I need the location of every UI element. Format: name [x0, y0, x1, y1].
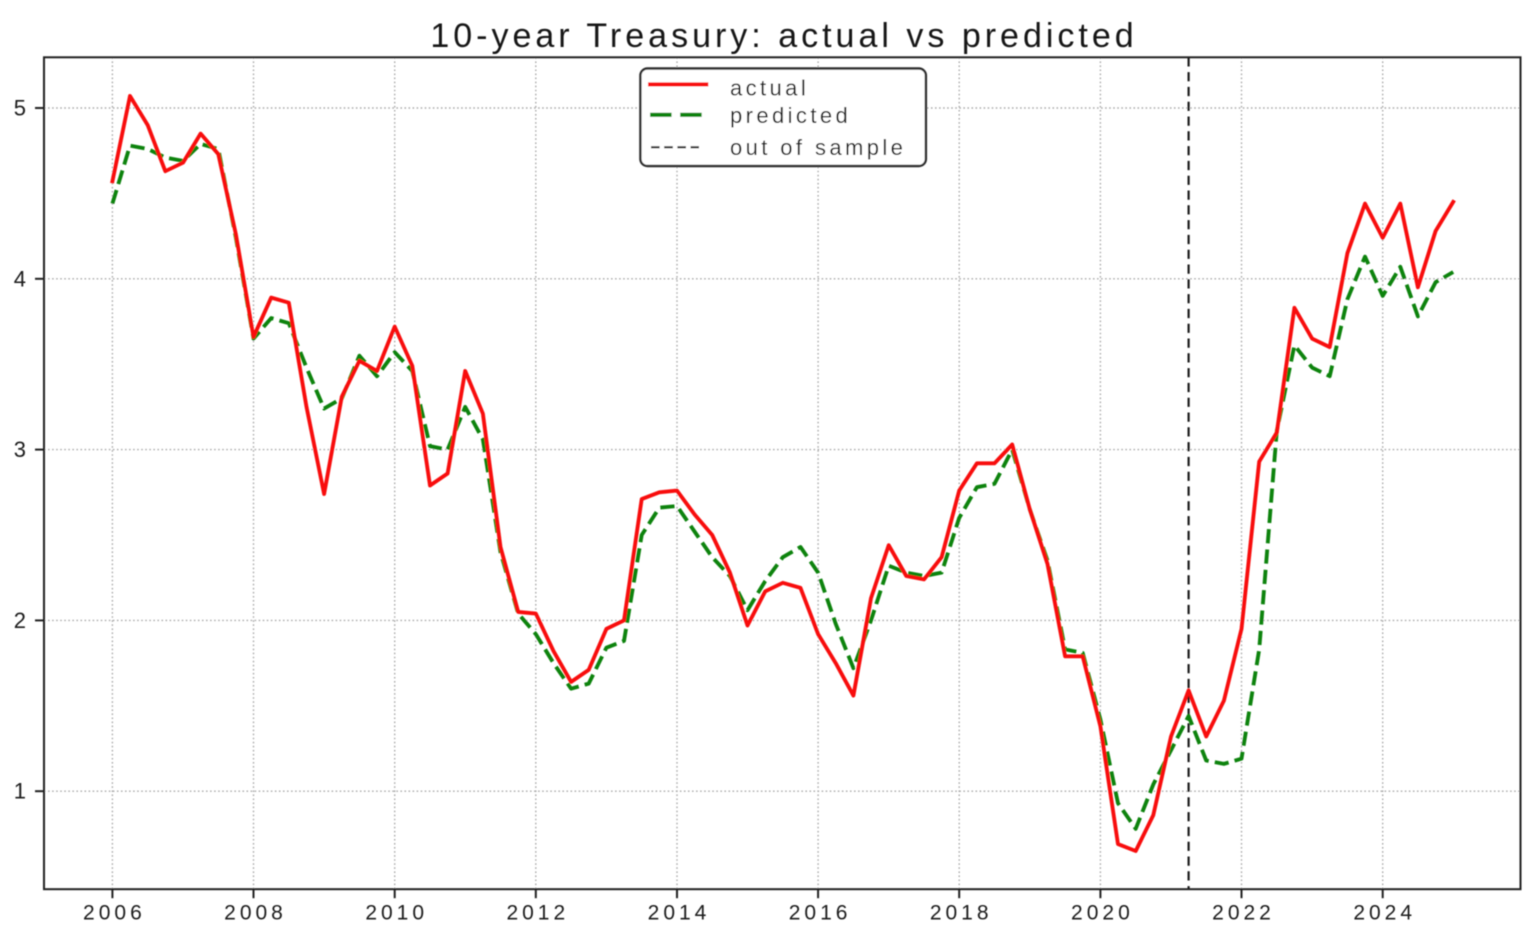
svg-text:2016: 2016 [789, 902, 852, 925]
svg-text:2006: 2006 [83, 902, 146, 925]
svg-text:2022: 2022 [1212, 902, 1275, 925]
svg-text:2012: 2012 [506, 902, 569, 925]
svg-text:2: 2 [14, 608, 26, 633]
svg-text:2018: 2018 [930, 902, 993, 925]
svg-text:2010: 2010 [365, 902, 428, 925]
svg-text:1: 1 [14, 779, 26, 804]
svg-text:2024: 2024 [1353, 902, 1416, 925]
svg-text:4: 4 [14, 266, 26, 291]
svg-text:2008: 2008 [224, 902, 287, 925]
svg-text:10-year Treasury: actual vs pr: 10-year Treasury: actual vs predicted [430, 17, 1137, 55]
svg-text:predicted: predicted [730, 103, 851, 128]
svg-text:out of sample: out of sample [730, 135, 906, 160]
svg-text:2014: 2014 [648, 902, 711, 925]
svg-text:3: 3 [14, 437, 26, 462]
svg-text:actual: actual [730, 76, 809, 101]
svg-text:5: 5 [14, 96, 26, 121]
svg-text:2020: 2020 [1071, 902, 1134, 925]
